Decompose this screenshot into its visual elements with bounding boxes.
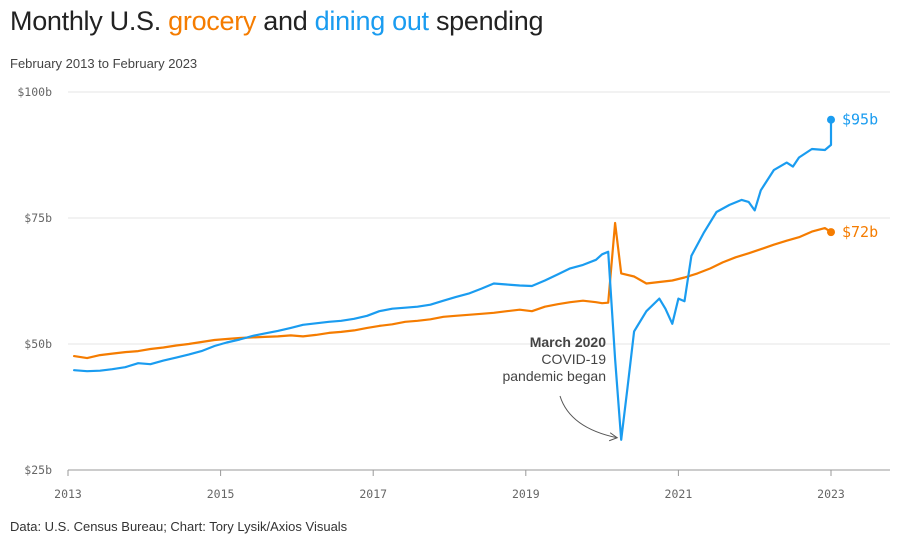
x-tick-label: 2017: [359, 487, 387, 501]
annotation-line2: pandemic began: [502, 368, 606, 384]
title-prefix: Monthly U.S.: [10, 6, 161, 36]
series-line-dining-out: [73, 118, 833, 441]
x-tick-label: 2019: [512, 487, 540, 501]
y-tick-label: $25b: [24, 463, 52, 477]
source-note: Data: U.S. Census Bureau; Chart: Tory Ly…: [10, 519, 348, 534]
series-end-label-dining-out: $95b: [842, 111, 878, 129]
x-tick-label: 2021: [665, 487, 693, 501]
title-and: and: [263, 6, 308, 36]
y-tick-label: $50b: [24, 337, 52, 351]
annotation-line1: COVID-19: [541, 351, 606, 367]
annotation-arrowhead: [608, 432, 619, 442]
chart-subtitle: February 2013 to February 2023: [10, 56, 198, 71]
x-tick-label: 2013: [54, 487, 82, 501]
title-dining: dining out: [314, 6, 429, 36]
x-tick-label: 2023: [817, 487, 845, 501]
y-tick-label: $100b: [17, 85, 52, 99]
x-tick-label: 2015: [207, 487, 235, 501]
chart-title: Monthly U.S. grocery and dining out spen…: [10, 6, 543, 37]
series-line-grocery: [73, 221, 833, 360]
title-grocery: grocery: [168, 6, 257, 36]
y-tick-label: $75b: [24, 211, 52, 225]
title-suffix: spending: [435, 6, 544, 36]
series-end-label-grocery: $72b: [842, 223, 878, 241]
annotation-arrow: [559, 395, 618, 439]
series-end-dot-dining-out: [827, 115, 835, 124]
series-end-dot-grocery: [827, 228, 835, 237]
annotation-heading: March 2020: [530, 334, 606, 350]
